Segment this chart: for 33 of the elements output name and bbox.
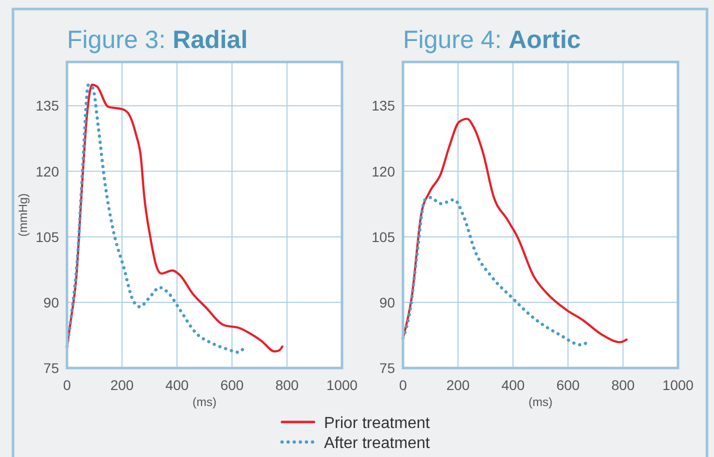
x-tick-label: 1000 xyxy=(662,377,694,393)
y-tick-label: 120 xyxy=(372,163,396,180)
x-tick-label: 1000 xyxy=(326,377,358,393)
y-axis-title: (mmHg) xyxy=(16,193,30,237)
legend-label: Prior treatment xyxy=(324,415,430,432)
x-tick-label: 800 xyxy=(275,377,299,393)
y-tick-label: 90 xyxy=(43,294,60,310)
x-tick-label: 800 xyxy=(611,377,635,393)
x-axis-title: (ms) xyxy=(528,395,552,409)
x-tick-label: 600 xyxy=(556,377,580,393)
y-tick-label: 135 xyxy=(372,98,396,114)
y-tick-label: 105 xyxy=(372,228,396,245)
y-tick-label: 135 xyxy=(36,98,60,114)
line-series xyxy=(401,196,590,346)
y-tick-label: 75 xyxy=(379,360,396,376)
x-tick-label: 400 xyxy=(165,377,189,393)
x-tick-label: 0 xyxy=(63,377,72,393)
line-series xyxy=(65,83,246,354)
x-tick-label: 600 xyxy=(220,377,244,393)
y-tick-label: 120 xyxy=(36,163,60,180)
y-tick-label: 90 xyxy=(379,294,396,310)
x-tick-label: 200 xyxy=(110,377,134,393)
legend-label: After treatment xyxy=(324,435,430,452)
chart-title: Figure 4: Aortic xyxy=(403,26,581,54)
x-tick-label: 0 xyxy=(399,377,408,393)
y-tick-label: 105 xyxy=(36,228,60,245)
line-series xyxy=(402,118,628,344)
y-tick-label: 75 xyxy=(43,360,60,376)
chart-title: Figure 3: Radial xyxy=(67,26,248,54)
x-tick-label: 400 xyxy=(501,377,525,393)
x-axis-title: (ms) xyxy=(192,395,216,409)
line-series xyxy=(66,84,284,352)
x-tick-label: 200 xyxy=(446,377,470,393)
